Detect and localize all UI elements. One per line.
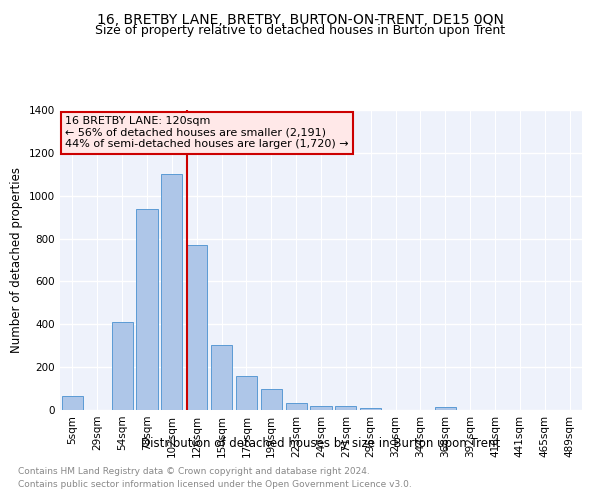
Y-axis label: Number of detached properties: Number of detached properties	[10, 167, 23, 353]
Bar	[211, 344, 232, 410]
Bar	[112, 322, 133, 410]
Bar	[360, 408, 381, 410]
Bar	[161, 174, 182, 410]
Text: 16 BRETBY LANE: 120sqm
← 56% of detached houses are smaller (2,191)
44% of semi-: 16 BRETBY LANE: 120sqm ← 56% of detached…	[65, 116, 349, 149]
Bar	[236, 376, 257, 410]
Bar	[261, 388, 282, 410]
Bar	[286, 402, 307, 410]
Text: Contains public sector information licensed under the Open Government Licence v3: Contains public sector information licen…	[18, 480, 412, 489]
Bar	[186, 245, 207, 410]
Bar	[62, 396, 83, 410]
Text: Contains HM Land Registry data © Crown copyright and database right 2024.: Contains HM Land Registry data © Crown c…	[18, 468, 370, 476]
Bar	[310, 406, 332, 410]
Text: Size of property relative to detached houses in Burton upon Trent: Size of property relative to detached ho…	[95, 24, 505, 37]
Bar	[335, 406, 356, 410]
Text: 16, BRETBY LANE, BRETBY, BURTON-ON-TRENT, DE15 0QN: 16, BRETBY LANE, BRETBY, BURTON-ON-TRENT…	[97, 12, 503, 26]
Text: Distribution of detached houses by size in Burton upon Trent: Distribution of detached houses by size …	[142, 438, 500, 450]
Bar	[136, 208, 158, 410]
Bar	[435, 408, 456, 410]
